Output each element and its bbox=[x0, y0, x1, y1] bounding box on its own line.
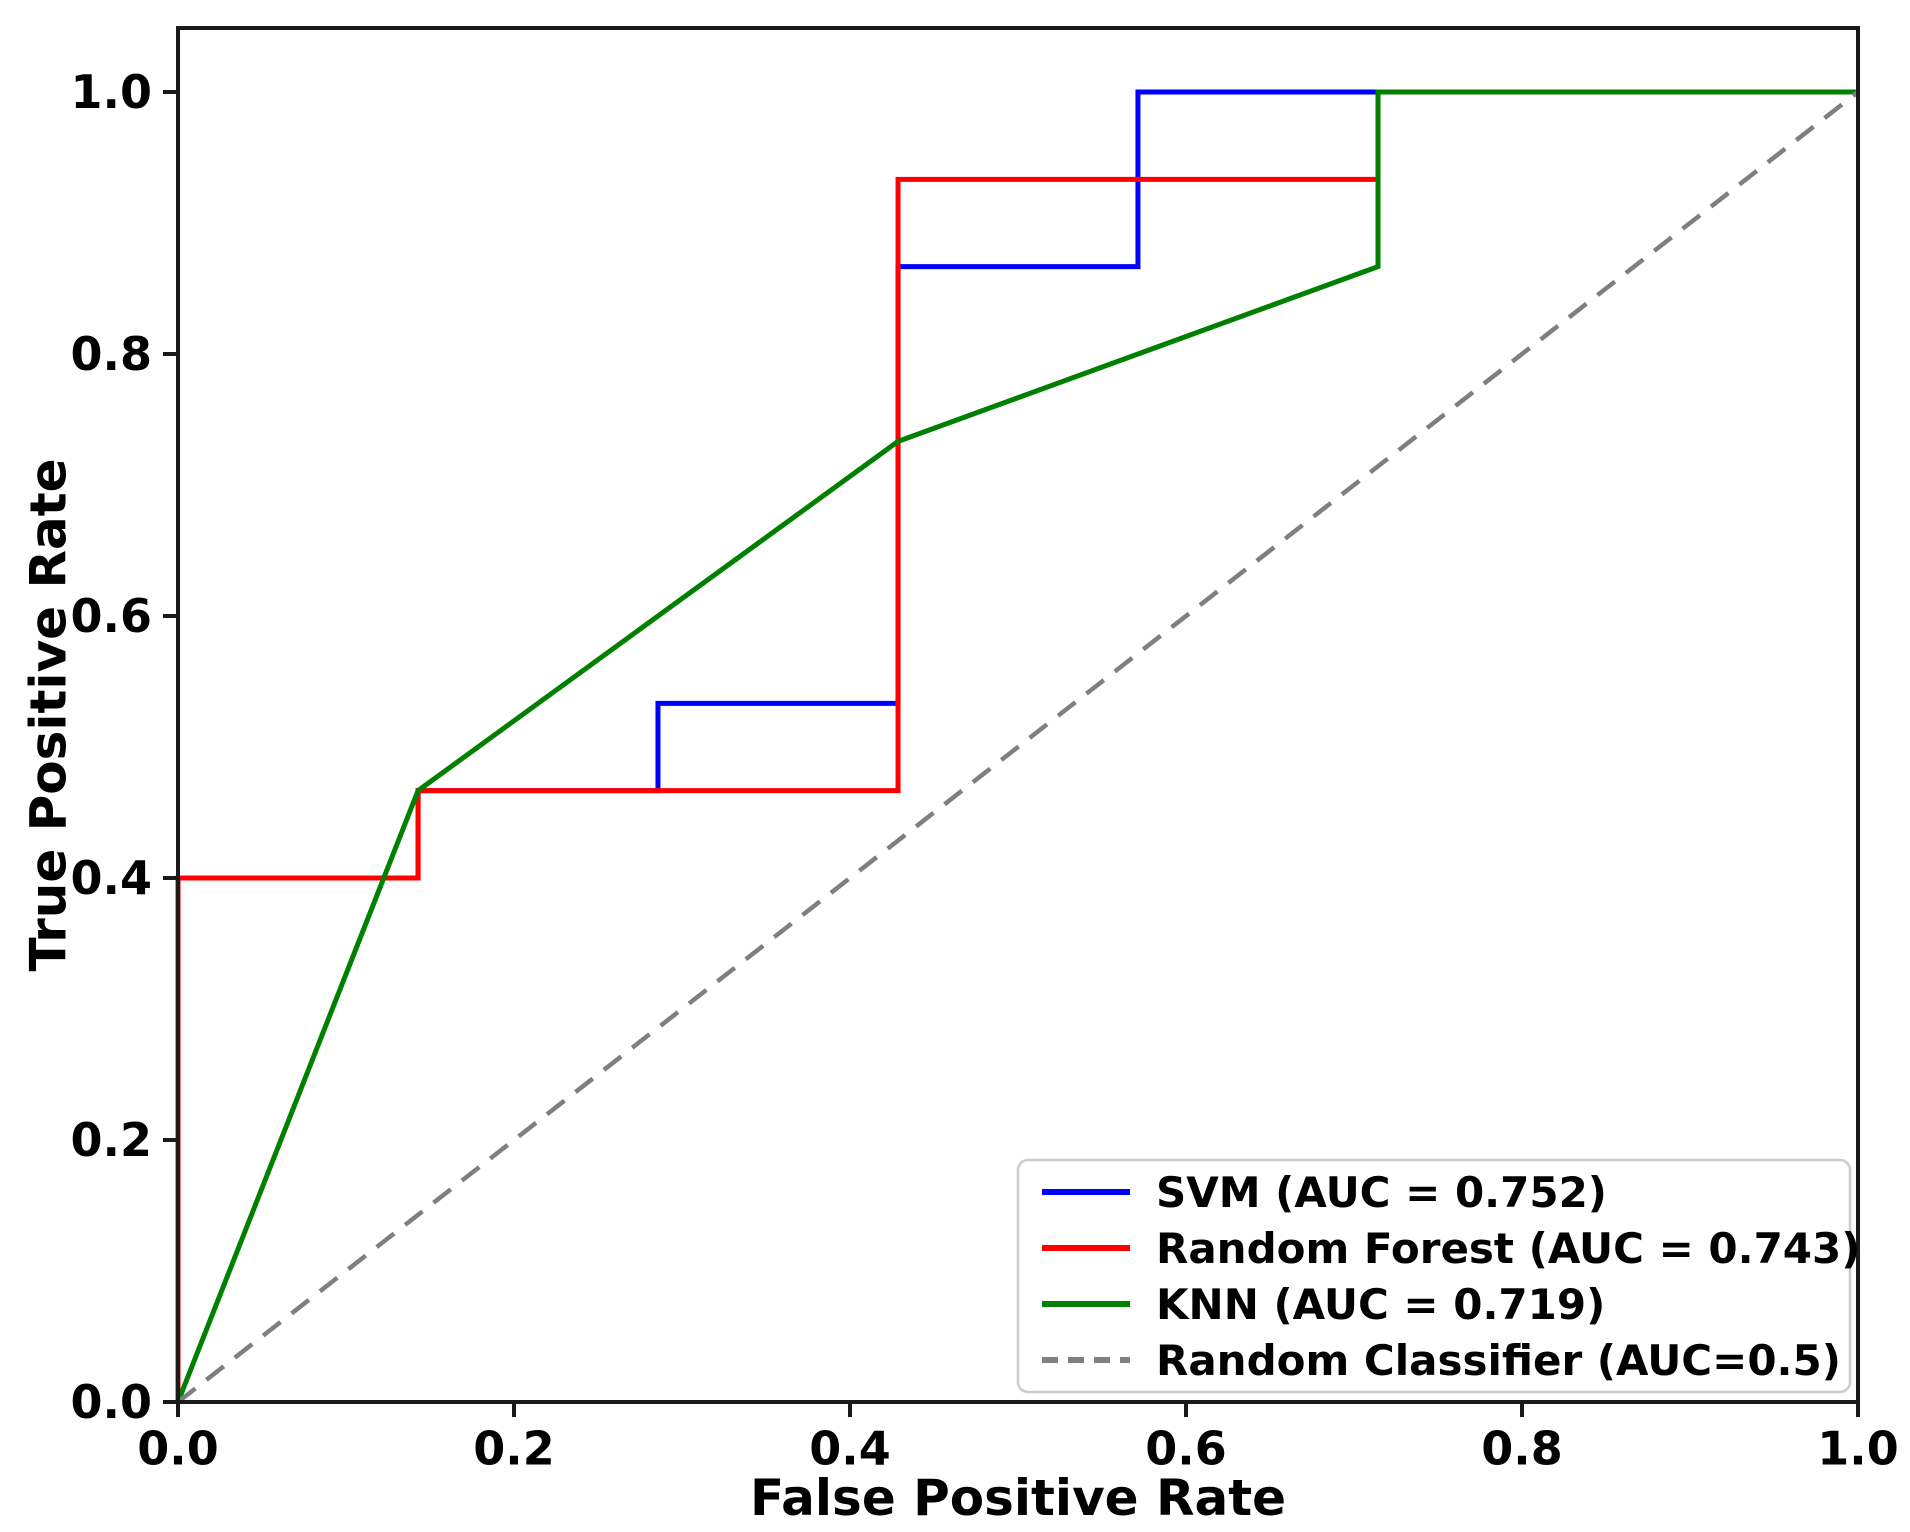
ticks-layer: 0.0 0.2 0.4 0.6 0.8 1.0 0.0 0.2 0.4 0.6 0.8 1.0 bbox=[71, 65, 1899, 1475]
y-tick-label-0.2: 0.2 bbox=[71, 1113, 153, 1167]
legend-label-random-forest: Random Forest (AUC = 0.743) bbox=[1156, 1224, 1860, 1273]
series-line-random-classifier bbox=[176, 90, 1860, 1404]
x-tick-label-0.8: 0.8 bbox=[1481, 1421, 1563, 1475]
legend-label-random-classifier: Random Classifier (AUC=0.5) bbox=[1156, 1336, 1841, 1385]
legend-row-knn: KNN (AUC = 0.719) bbox=[1042, 1280, 1605, 1329]
y-tick-label-0.4: 0.4 bbox=[71, 851, 153, 905]
plot-spines bbox=[176, 26, 1860, 1404]
legend: SVM (AUC = 0.752) Random Forest (AUC = 0.… bbox=[1016, 1158, 1860, 1394]
legend-row-svm: SVM (AUC = 0.752) bbox=[1042, 1168, 1607, 1217]
legend-label-svm: SVM (AUC = 0.752) bbox=[1156, 1168, 1607, 1217]
x-tick-label-0.0: 0.0 bbox=[137, 1421, 219, 1475]
legend-row-random-forest: Random Forest (AUC = 0.743) bbox=[1042, 1224, 1860, 1273]
legend-row-random-classifier: Random Classifier (AUC=0.5) bbox=[1042, 1336, 1841, 1385]
x-tick-label-1.0: 1.0 bbox=[1817, 1421, 1899, 1475]
legend-box bbox=[1016, 1158, 1852, 1394]
series-line-knn bbox=[175, 89, 1858, 1403]
legend-label-knn: KNN (AUC = 0.719) bbox=[1156, 1280, 1605, 1329]
y-axis-title: True Positive Rate bbox=[20, 458, 78, 971]
x-tick-label-0.2: 0.2 bbox=[473, 1421, 555, 1475]
x-tick-label-0.6: 0.6 bbox=[1145, 1421, 1227, 1475]
y-tick-label-1.0: 1.0 bbox=[71, 65, 153, 119]
y-tick-label-0.8: 0.8 bbox=[71, 327, 153, 381]
y-tick-label-0.0: 0.0 bbox=[71, 1375, 153, 1429]
series-layer bbox=[175, 89, 1860, 1404]
x-tick-label-0.4: 0.4 bbox=[809, 1421, 891, 1475]
y-tick-label-0.6: 0.6 bbox=[71, 589, 153, 643]
x-axis-title: False Positive Rate bbox=[750, 1469, 1286, 1527]
